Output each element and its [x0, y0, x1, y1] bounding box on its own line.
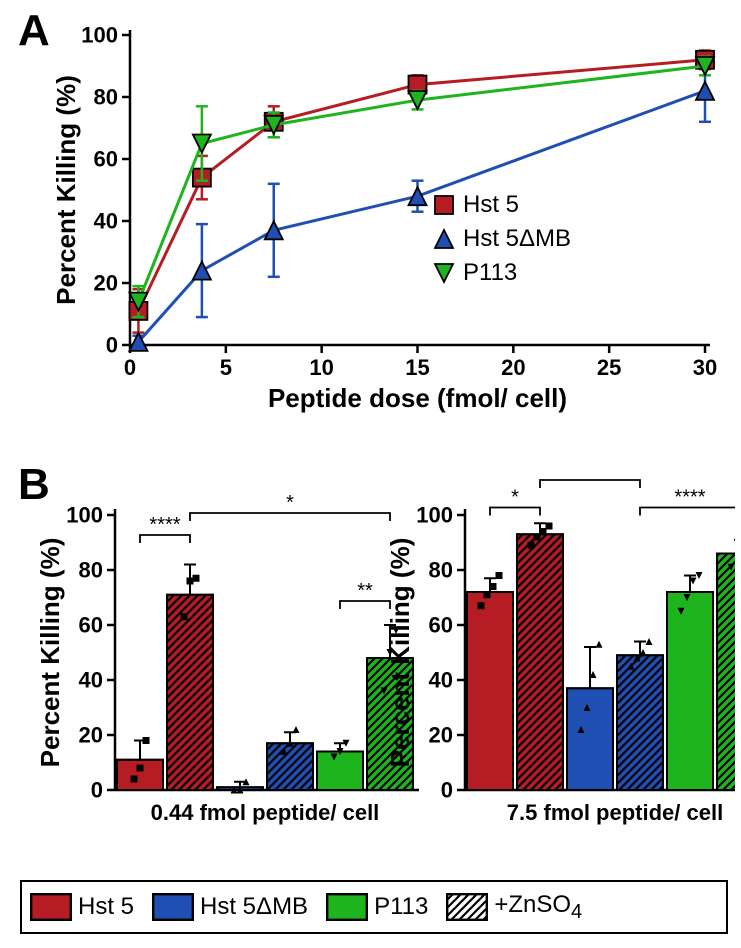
svg-text:80: 80	[429, 558, 453, 583]
svg-text:40: 40	[429, 668, 453, 693]
svg-text:60: 60	[94, 147, 118, 172]
svg-text:20: 20	[79, 723, 103, 748]
svg-text:80: 80	[79, 558, 103, 583]
legend-label: +ZnSO4	[494, 891, 582, 924]
svg-text:Hst 5ΔMB: Hst 5ΔMB	[463, 225, 571, 252]
panel-letter-a: A	[18, 6, 50, 56]
panel-a-chart: 0 5 10 15 20 25 30 0 20 40 60 80 100 Peptide dose (fm…	[55, 10, 725, 440]
svg-text:25: 25	[597, 355, 621, 380]
svg-text:*: *	[511, 487, 519, 509]
svg-text:0: 0	[441, 778, 453, 803]
legend-label: Hst 5	[78, 893, 134, 921]
legend-item: +ZnSO4	[446, 891, 582, 924]
svg-text:40: 40	[94, 209, 118, 234]
svg-text:****: ****	[674, 487, 705, 509]
svg-text:15: 15	[405, 355, 429, 380]
svg-text:100: 100	[416, 503, 453, 528]
panel-b-chart: 020406080100Percent Killing (%)0.44 fmol…	[35, 470, 735, 850]
svg-text:60: 60	[79, 613, 103, 638]
svg-text:0: 0	[91, 778, 103, 803]
svg-text:Percent Killing (%): Percent Killing (%)	[385, 538, 415, 768]
svg-text:20: 20	[429, 723, 453, 748]
svg-text:60: 60	[429, 613, 453, 638]
svg-text:****: ****	[574, 470, 605, 481]
svg-text:80: 80	[94, 85, 118, 110]
svg-text:0: 0	[124, 355, 136, 380]
svg-text:Percent Killing (%): Percent Killing (%)	[55, 75, 81, 305]
svg-text:Peptide dose (fmol/ cell): Peptide dose (fmol/ cell)	[268, 383, 567, 413]
svg-text:Percent Killing (%): Percent Killing (%)	[35, 538, 65, 768]
svg-text:Hst 5: Hst 5	[463, 191, 519, 218]
legend-label: Hst 5ΔMB	[200, 893, 308, 921]
svg-text:0.44 fmol peptide/ cell: 0.44 fmol peptide/ cell	[151, 800, 380, 825]
svg-text:7.5 fmol peptide/ cell: 7.5 fmol peptide/ cell	[507, 800, 723, 825]
svg-text:****: ****	[149, 514, 180, 536]
svg-text:20: 20	[94, 271, 118, 296]
legend-item: Hst 5	[30, 893, 134, 921]
svg-text:**: **	[357, 580, 373, 602]
svg-text:5: 5	[220, 355, 232, 380]
svg-text:0: 0	[106, 333, 118, 358]
svg-text:100: 100	[81, 23, 118, 48]
svg-text:30: 30	[693, 355, 717, 380]
svg-text:20: 20	[501, 355, 525, 380]
svg-text:10: 10	[309, 355, 333, 380]
legend-item: Hst 5ΔMB	[152, 893, 308, 921]
svg-text:P113: P113	[463, 259, 517, 286]
svg-text:100: 100	[66, 503, 103, 528]
svg-text:*: *	[286, 492, 294, 514]
legend-label: P113	[374, 893, 428, 921]
legend-item: P113	[326, 893, 428, 921]
svg-text:40: 40	[79, 668, 103, 693]
bottom-legend: Hst 5 Hst 5ΔMB P113 +ZnSO4	[20, 880, 728, 934]
